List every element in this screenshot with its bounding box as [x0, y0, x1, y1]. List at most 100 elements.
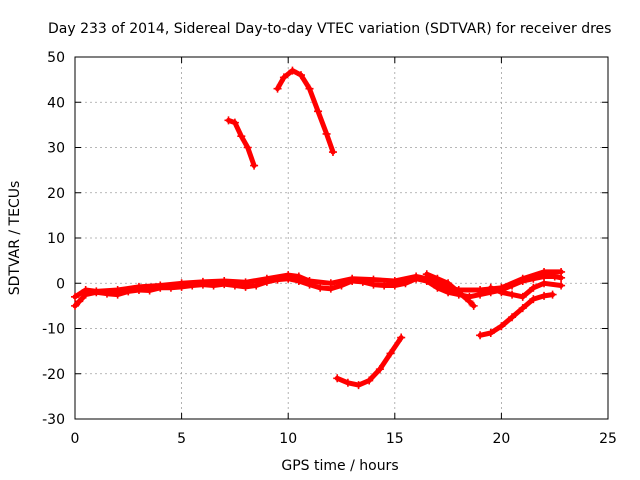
- data-point: [386, 349, 395, 358]
- series-track-descending-19-22: [486, 279, 566, 301]
- data-point: [486, 329, 495, 338]
- data-point: [465, 297, 474, 306]
- data-point: [343, 378, 352, 387]
- data-point: [469, 301, 478, 310]
- x-tick-label: 20: [492, 431, 510, 447]
- data-point: [288, 66, 297, 75]
- data-point: [508, 313, 517, 322]
- data-point: [305, 84, 314, 93]
- data-point: [390, 276, 399, 285]
- data-point: [354, 381, 363, 390]
- series-track-descending-16-18: [422, 270, 478, 310]
- data-point: [529, 283, 538, 292]
- data-point: [322, 129, 331, 138]
- data-point: [113, 286, 122, 295]
- data-point: [156, 281, 165, 290]
- data-point: [250, 161, 259, 170]
- data-point: [279, 73, 288, 82]
- y-tick-label: 10: [47, 231, 65, 247]
- data-point: [375, 365, 384, 374]
- data-point: [348, 274, 357, 283]
- data-point: [497, 322, 506, 331]
- data-point: [224, 116, 233, 125]
- data-point: [237, 132, 246, 141]
- x-axis-title: GPS time / hours: [281, 458, 398, 474]
- data-point: [518, 304, 527, 313]
- data-point: [540, 291, 549, 300]
- data-point: [177, 279, 186, 288]
- data-point: [454, 288, 463, 297]
- data-point: [557, 267, 566, 276]
- data-point: [518, 292, 527, 301]
- data-point: [422, 270, 431, 279]
- data-point: [314, 107, 323, 116]
- data-point: [433, 274, 442, 283]
- data-point: [316, 283, 325, 292]
- x-tick-label: 15: [386, 431, 404, 447]
- data-point: [529, 295, 538, 304]
- data-point: [557, 281, 566, 290]
- data-point: [497, 288, 506, 297]
- series-line: [72, 269, 564, 300]
- data-point: [380, 281, 389, 290]
- data-point: [508, 290, 517, 299]
- series-track-7-8: [224, 116, 259, 170]
- data-point: [241, 278, 250, 287]
- y-tick-label: 20: [47, 186, 65, 202]
- data-point: [476, 286, 485, 295]
- series-track-19-22: [476, 290, 557, 340]
- y-axis-title: SDTVAR / TECUs: [7, 181, 23, 296]
- data-point: [369, 275, 378, 284]
- y-tick-label: -30: [42, 412, 65, 428]
- data-point: [284, 271, 293, 280]
- x-tick-label: 5: [177, 431, 186, 447]
- data-point: [243, 143, 252, 152]
- data-point: [220, 276, 229, 285]
- data-point: [273, 84, 282, 93]
- data-point: [296, 71, 305, 80]
- data-point: [262, 274, 271, 283]
- data-point: [486, 283, 495, 292]
- x-tick-label: 25: [599, 431, 617, 447]
- data-point: [75, 297, 84, 306]
- data-point: [365, 376, 374, 385]
- data-point: [71, 301, 79, 310]
- y-tick-label: 40: [47, 95, 65, 111]
- data-point: [548, 290, 557, 299]
- data-point: [92, 287, 101, 296]
- data-point: [518, 274, 527, 283]
- data-point: [333, 374, 342, 383]
- y-tick-label: -20: [42, 367, 65, 383]
- data-point: [476, 331, 485, 340]
- data-point: [134, 282, 143, 291]
- y-tick-label: -10: [42, 322, 65, 338]
- series-line: [275, 68, 336, 155]
- data-point: [540, 279, 549, 288]
- y-tick-label: 0: [56, 276, 65, 292]
- series-line: [226, 117, 257, 169]
- data-point: [397, 333, 406, 342]
- y-tick-label: 50: [47, 50, 65, 66]
- data-point: [305, 276, 314, 285]
- data-point: [294, 272, 303, 281]
- grid-layer: [75, 57, 608, 419]
- data-point: [198, 277, 207, 286]
- series-track-12-15: [333, 333, 406, 390]
- data-point: [326, 279, 335, 288]
- data-point: [230, 118, 239, 127]
- data-point: [444, 279, 453, 288]
- data-point: [540, 267, 549, 276]
- x-tick-label: 0: [71, 431, 80, 447]
- data-point: [328, 148, 337, 157]
- data-point: [71, 292, 79, 301]
- series-track-main-b: [71, 267, 566, 301]
- tick-layer: 0 5 10 15 20 25 -30 -20 -10 0 10 20 30 40 50: [42, 50, 617, 447]
- chart-title: Day 233 of 2014, Sidereal Day-to-day VTE…: [48, 21, 611, 37]
- series-layer: [71, 66, 566, 390]
- x-tick-label: 10: [279, 431, 297, 447]
- y-tick-label: 30: [47, 141, 65, 157]
- data-point: [81, 286, 90, 295]
- data-point: [412, 272, 421, 281]
- series-track-9-12: [273, 66, 337, 157]
